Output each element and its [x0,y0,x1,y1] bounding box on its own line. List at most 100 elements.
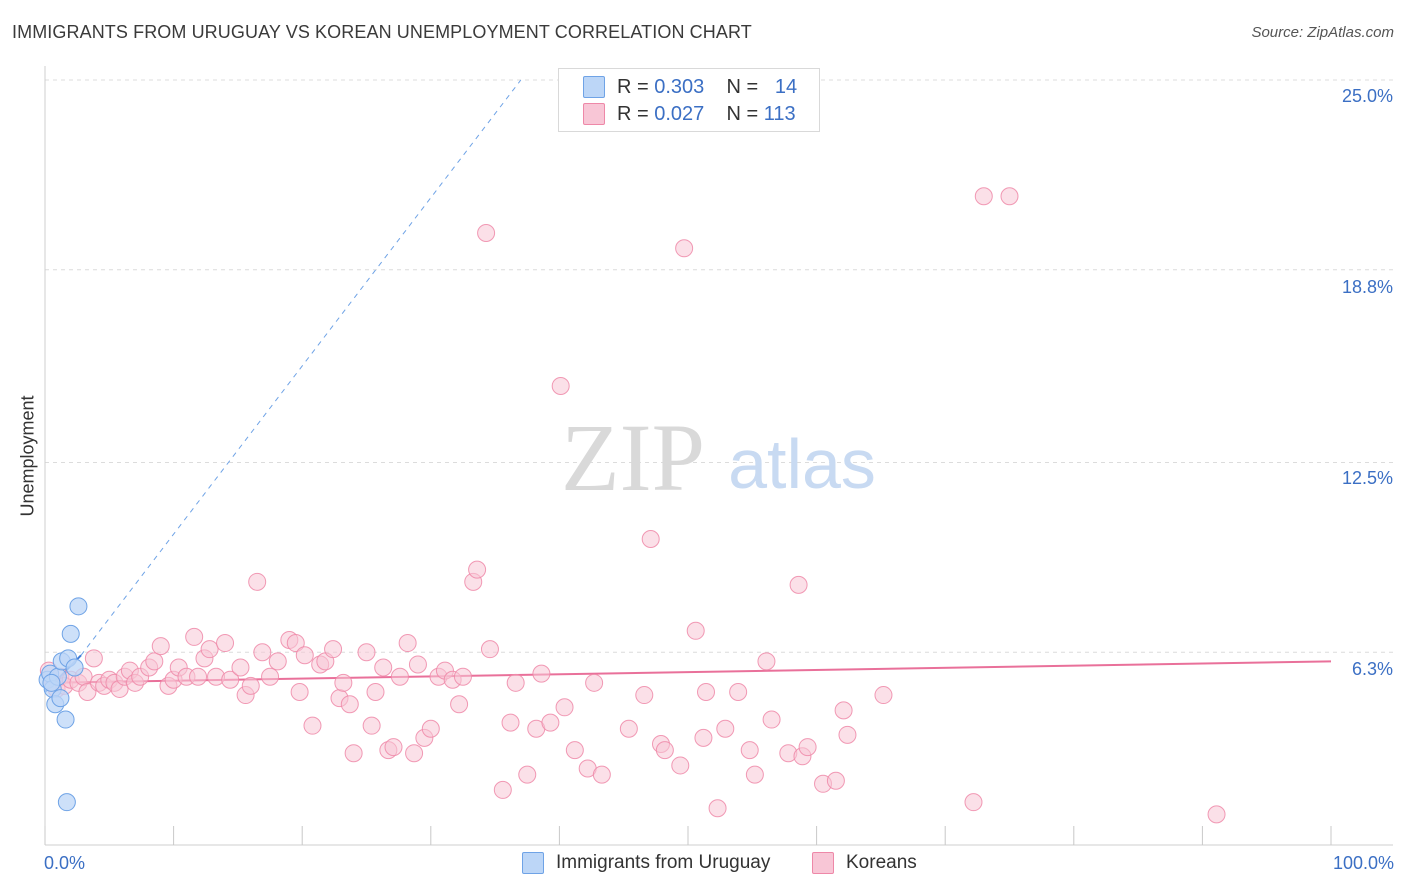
korean-point [686,621,705,640]
watermark-atlas: atlas [728,425,876,503]
bottom-legend-label-uruguay: Immigrants from Uruguay [556,852,771,873]
legend-n-value: 113 [763,102,796,125]
korean-point [671,756,690,775]
korean-point [145,652,164,671]
korean-point [964,793,983,812]
korean-point [384,738,403,757]
korean-point [241,676,260,695]
korean-point [694,728,713,747]
bottom-legend-koreans[interactable]: Koreans [812,852,917,874]
legend-swatch-uruguay [583,76,605,98]
korean-point [468,560,487,579]
korean-point [826,771,845,790]
korean-point [532,664,551,683]
stats-legend: R = 0.303 N = 14 R = 0.027 N = 113 [558,68,820,132]
korean-point [518,765,537,784]
korean-point [697,683,716,701]
korean-point [362,716,381,735]
korean-point [324,640,343,659]
korean-point [757,652,776,671]
korean-point [253,643,272,662]
uruguay-point [61,624,80,643]
y-tick-label-2: 18.8% [1341,277,1393,297]
legend-r-value: 0.027 [654,102,705,125]
korean-point [655,741,674,760]
legend-n-label: N = [726,102,764,125]
korean-point [248,572,267,591]
gridlines [45,79,1393,653]
korean-point [501,713,520,732]
uruguay-trend-extension [80,79,522,656]
korean-point [286,634,305,653]
korean-point [565,741,584,760]
korean-point [453,667,472,686]
uruguay-point [51,689,70,708]
y-tick-label-0: 6.3% [1351,659,1393,679]
korean-point [493,780,512,799]
legend-n-label: N = [726,75,764,98]
korean-point [421,719,440,738]
korean-point [216,634,235,653]
korean-point [408,655,427,674]
korean-point [838,725,857,744]
bottom-legend-uruguay[interactable]: Immigrants from Uruguay [522,852,770,874]
korean-point [729,683,748,701]
koreans-trend-line [44,660,1332,684]
korean-point [261,667,280,686]
korean-point [675,239,694,258]
korean-point [789,575,808,594]
korean-point [708,799,727,818]
korean-point [268,652,287,671]
korean-point [340,695,359,714]
uruguay-point [69,597,88,616]
korean-point [716,719,735,738]
korean-point [551,377,570,395]
korean-point [200,640,219,659]
korean-point [619,719,638,738]
korean-point [185,627,204,646]
bottom-legend-swatch-uruguay [522,852,544,874]
korean-point [874,686,893,705]
x-tick-label-max: 100.0% [1332,853,1394,873]
korean-point [231,658,250,677]
bottom-legend-swatch-koreans [812,852,834,874]
legend-swatch-koreans [583,103,605,125]
axes [44,66,1393,846]
korean-point [290,683,309,701]
korean-point [344,744,363,763]
uruguay-point [65,658,84,677]
x-tick-label-min: 0.0% [44,853,86,873]
korean-point [151,637,170,656]
korean-point [390,667,409,686]
korean-point [1000,187,1019,206]
korean-point [221,670,240,689]
koreans-points [39,187,1226,824]
legend-n-value: 14 [774,75,798,98]
korean-point [834,701,853,720]
korean-point [334,673,353,692]
chart-title: IMMIGRANTS FROM URUGUAY VS KOREAN UNEMPL… [12,22,752,42]
korean-point [974,187,993,206]
legend-r-value: 0.303 [654,75,705,98]
korean-point [506,673,525,692]
korean-point [398,634,417,653]
watermark: ZIP atlas [561,404,876,511]
korean-point [1207,805,1226,824]
korean-point [762,710,781,729]
trend-lines [44,79,1332,693]
korean-point [740,741,759,760]
legend-r-label: R = [617,102,655,125]
y-axis-title: Unemployment [17,395,38,517]
uruguay-point [56,710,75,729]
korean-point [295,646,314,665]
legend-r-label: R = [617,75,655,98]
korean-point [745,765,764,784]
korean-point [84,649,103,668]
korean-point [303,716,322,735]
korean-point [477,224,496,242]
source-label: Source: ZipAtlas.com [1251,24,1394,41]
korean-point [541,713,560,732]
korean-point [555,698,574,717]
korean-point [189,667,208,686]
